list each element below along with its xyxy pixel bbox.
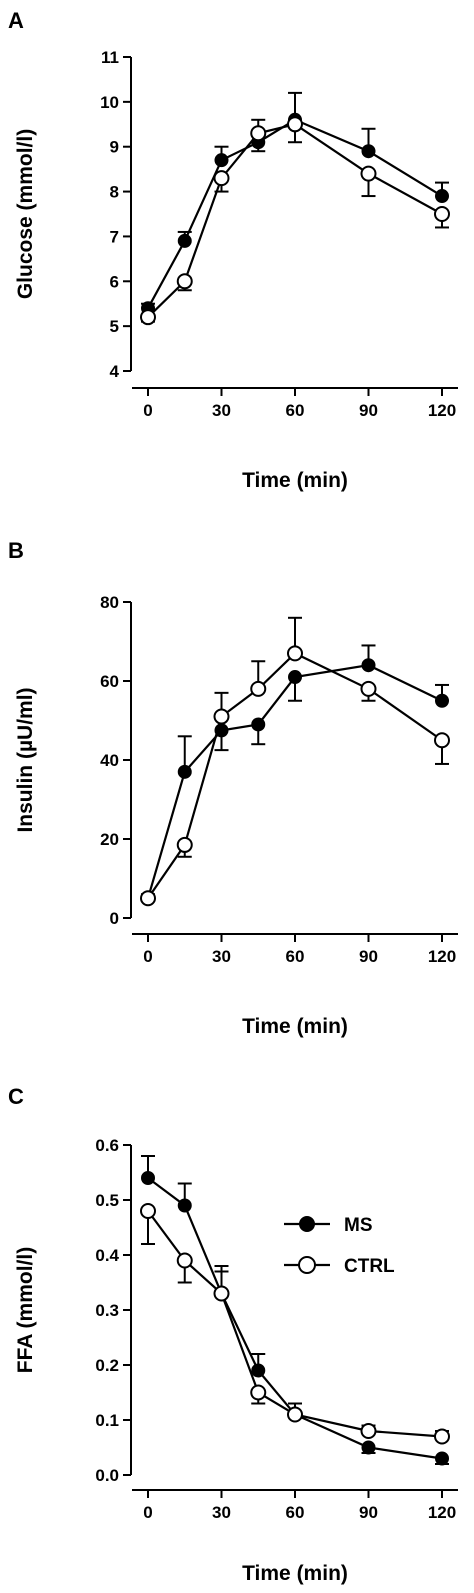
data-point-ms <box>177 233 192 248</box>
x-tick-label: 120 <box>428 947 456 966</box>
legend-marker <box>299 1216 315 1232</box>
x-tick-label: 120 <box>428 401 456 420</box>
y-tick-label: 0 <box>110 909 119 928</box>
x-tick-label: 90 <box>359 947 378 966</box>
y-axis-title: Glucose (mmol/l) <box>14 129 37 299</box>
data-point-ctrl <box>360 680 377 697</box>
y-tick-label: 0.0 <box>95 1466 119 1485</box>
data-point-ctrl <box>176 836 193 853</box>
data-point-ctrl <box>176 1252 193 1269</box>
y-tick-label: 7 <box>110 227 119 246</box>
x-tick-label: 120 <box>428 1503 456 1522</box>
data-point-ms <box>251 1363 266 1378</box>
data-point-ms <box>361 658 376 673</box>
panel-a-glucose: A 4 5 6 7 8 9 10 11 0 30 60 90 120 Time (min) Glucose (… <box>8 8 458 492</box>
legend-label: MS <box>344 1215 373 1236</box>
y-tick-label: 9 <box>110 138 119 157</box>
y-tick-label: 10 <box>100 93 119 112</box>
x-tick-label: 60 <box>286 1503 305 1522</box>
panel-letter: A <box>8 8 24 33</box>
panel-b-insulin: B 0 20 40 60 80 0 30 60 90 120 Time (min) Insulin (µ… <box>8 538 458 1038</box>
y-tick-label: 0.4 <box>95 1246 119 1265</box>
data-point-ms <box>214 153 229 168</box>
data-point-ctrl <box>140 890 156 907</box>
data-point-ctrl <box>176 273 193 290</box>
panel-letter: B <box>8 538 24 563</box>
data-point-ctrl <box>360 1423 377 1439</box>
data-point-ms <box>435 1451 449 1466</box>
data-point-ctrl <box>140 309 156 326</box>
data-point-ctrl <box>434 206 450 222</box>
x-tick-label: 0 <box>143 401 152 420</box>
data-point-ctrl <box>213 170 230 187</box>
y-tick-label: 8 <box>110 183 119 202</box>
x-axis-title: Time (min) <box>242 1015 348 1038</box>
data-point-ms <box>361 1440 376 1455</box>
y-tick-label: 6 <box>110 272 119 291</box>
x-tick-label: 30 <box>212 947 231 966</box>
y-tick-label: 0.5 <box>95 1191 119 1210</box>
y-tick-label: 4 <box>110 362 120 381</box>
data-point-ms <box>361 144 376 159</box>
data-point-ms <box>177 1198 192 1213</box>
data-point-ms <box>435 693 449 708</box>
data-point-ms <box>141 1171 155 1185</box>
y-tick-label: 0.1 <box>95 1411 119 1430</box>
x-tick-label: 60 <box>286 947 305 966</box>
y-tick-label: 40 <box>100 751 119 770</box>
x-axis-title: Time (min) <box>242 469 348 492</box>
y-axis-title: FFA (mmol/l) <box>14 1247 37 1373</box>
data-point-ctrl <box>250 1384 267 1401</box>
y-tick-label: 0.2 <box>95 1356 119 1375</box>
x-axis-title: Time (min) <box>242 1562 348 1585</box>
data-point-ctrl <box>434 732 450 749</box>
panel-c-ffa: C 0.0 0.1 0.2 0.3 0.4 0.5 0.6 0 30 60 90 120 Time (mi… <box>8 1084 458 1585</box>
y-axis-title: Insulin (µU/ml) <box>14 687 37 832</box>
data-point-ctrl <box>287 645 303 662</box>
y-tick-label: 0.6 <box>95 1136 119 1155</box>
data-point-ms <box>435 189 449 204</box>
legend-label: CTRL <box>344 1256 395 1277</box>
legend-marker <box>298 1256 316 1274</box>
panel-letter: C <box>8 1084 24 1109</box>
y-tick-label: 60 <box>100 672 119 691</box>
y-tick-label: 80 <box>100 593 119 612</box>
x-tick-label: 90 <box>359 1503 378 1522</box>
y-tick-label: 0.3 <box>95 1301 119 1320</box>
y-tick-label: 5 <box>110 317 119 336</box>
y-tick-label: 11 <box>101 48 119 67</box>
data-point-ms <box>177 764 192 779</box>
data-point-ctrl <box>287 116 303 133</box>
data-point-ms <box>251 717 266 732</box>
data-point-ms <box>214 723 229 738</box>
x-tick-label: 0 <box>143 947 152 966</box>
data-point-ms <box>288 670 302 685</box>
x-tick-label: 30 <box>212 1503 231 1522</box>
data-point-ctrl <box>360 165 377 182</box>
x-tick-label: 60 <box>286 401 305 420</box>
series-line-ctrl <box>147 123 443 318</box>
x-tick-label: 0 <box>143 1503 152 1522</box>
data-point-ctrl <box>434 1428 450 1445</box>
data-point-ctrl <box>250 680 267 697</box>
data-point-ctrl <box>287 1406 303 1423</box>
y-tick-label: 20 <box>100 830 119 849</box>
x-tick-label: 30 <box>212 401 231 420</box>
data-point-ctrl <box>213 1285 230 1302</box>
x-tick-label: 90 <box>359 401 378 420</box>
data-point-ctrl <box>213 708 230 725</box>
data-point-ctrl <box>250 125 267 142</box>
data-point-ctrl <box>140 1203 156 1219</box>
